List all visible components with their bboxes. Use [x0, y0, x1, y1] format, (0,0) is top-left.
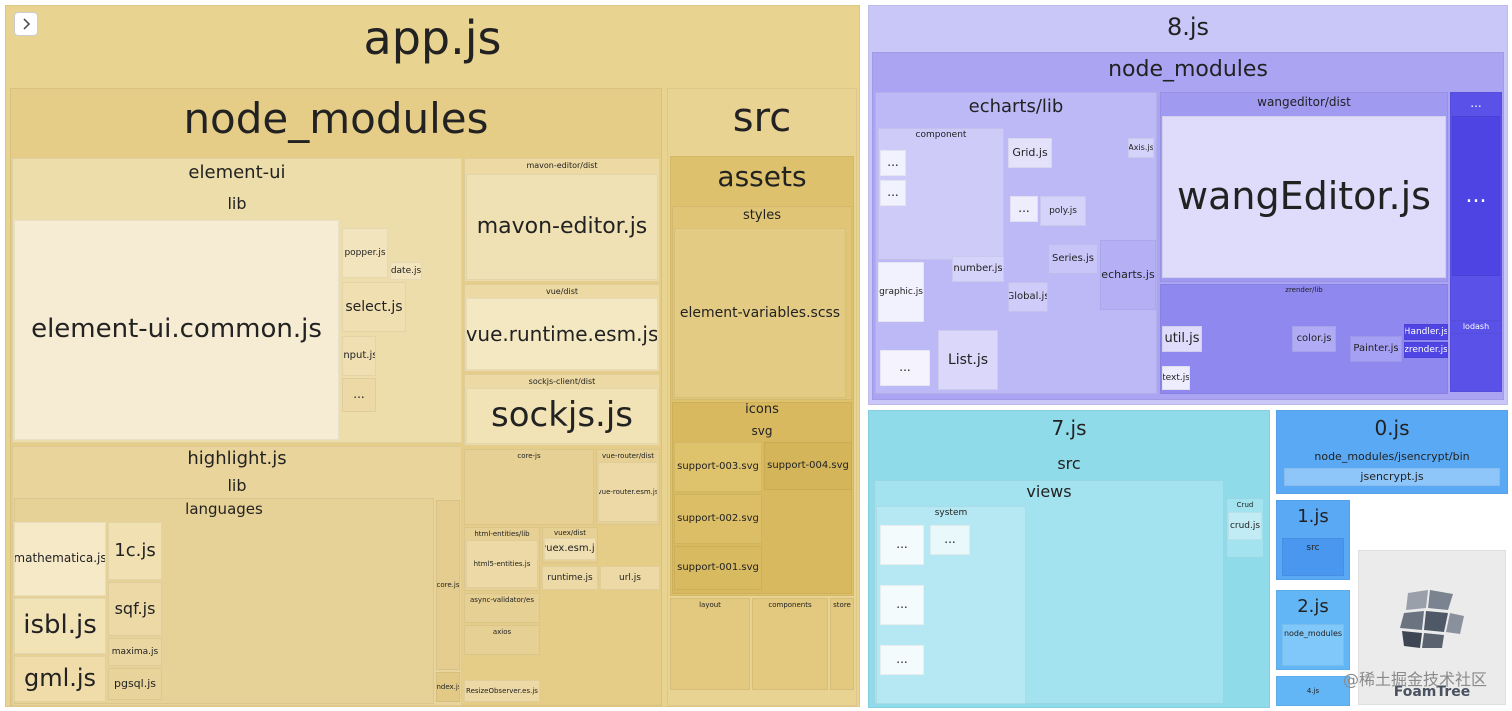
- treemap-cell[interactable]: Global.js: [1008, 282, 1048, 312]
- treemap-cell[interactable]: ...: [1452, 116, 1500, 276]
- treemap-cell[interactable]: date.js: [390, 262, 422, 280]
- treemap-cell[interactable]: axios: [464, 625, 540, 655]
- treemap-cell[interactable]: color.js: [1292, 326, 1336, 352]
- treemap-cell[interactable]: ...: [880, 150, 906, 176]
- chevron-icon: [23, 18, 31, 30]
- treemap-cell[interactable]: number.js: [952, 256, 1004, 282]
- treemap-cell[interactable]: ...: [1010, 196, 1038, 222]
- treemap-cell[interactable]: mavon-editor.js: [466, 174, 658, 280]
- treemap-cell[interactable]: sockjs.js: [466, 388, 658, 444]
- treemap-cell[interactable]: @稀土掘金技术社区: [1342, 669, 1487, 689]
- treemap-cell[interactable]: html5-entities.js: [466, 540, 538, 588]
- treemap-cell[interactable]: support-002.svg: [674, 494, 762, 544]
- treemap-cell[interactable]: List.js: [938, 330, 998, 390]
- treemap-cell[interactable]: element-ui.common.js: [14, 220, 339, 440]
- treemap-cell[interactable]: components: [752, 598, 828, 690]
- treemap-cell[interactable]: src: [1057, 453, 1081, 473]
- treemap-cell[interactable]: jsencrypt.js: [1284, 468, 1500, 486]
- treemap-cell[interactable]: vuex.esm.js: [544, 538, 596, 560]
- treemap-cell[interactable]: Handler.js: [1404, 324, 1448, 340]
- treemap-cell[interactable]: select.js: [342, 282, 406, 332]
- treemap-cell[interactable]: gml.js: [14, 656, 106, 702]
- treemap-cell[interactable]: Painter.js: [1350, 336, 1402, 362]
- treemap-cell[interactable]: isbl.js: [14, 598, 106, 654]
- treemap-cell[interactable]: runtime.js: [542, 566, 598, 590]
- treemap-cell[interactable]: element-variables.scss: [674, 228, 846, 398]
- treemap-cell[interactable]: Series.js: [1048, 244, 1098, 274]
- treemap-cell[interactable]: src: [1282, 538, 1344, 576]
- treemap-cell[interactable]: store: [830, 598, 854, 690]
- treemap-cell[interactable]: maxima.js: [108, 638, 162, 666]
- treemap-cell[interactable]: echarts.js: [1100, 240, 1156, 310]
- treemap-cell[interactable]: ...: [880, 180, 906, 206]
- treemap-cell[interactable]: vue.runtime.esm.js: [466, 298, 658, 370]
- treemap-cell[interactable]: url.js: [600, 566, 660, 590]
- treemap-cell[interactable]: text.js: [1162, 366, 1190, 390]
- treemap-cell[interactable]: ...: [880, 525, 924, 565]
- treemap-cell[interactable]: ...: [880, 645, 924, 675]
- treemap-cell[interactable]: crud.js: [1228, 512, 1262, 540]
- treemap-cell[interactable]: sqf.js: [108, 582, 162, 636]
- treemap-cell[interactable]: ...: [930, 525, 970, 555]
- treemap-cell[interactable]: poly.js: [1040, 196, 1086, 226]
- treemap-cell[interactable]: node_modules: [1282, 624, 1344, 666]
- treemap-cell[interactable]: ...: [880, 350, 930, 386]
- treemap-cell[interactable]: 4.js: [1276, 676, 1350, 706]
- treemap-cell[interactable]: wangEditor.js: [1162, 116, 1446, 278]
- treemap-cell[interactable]: input.js: [342, 336, 376, 376]
- treemap-cell[interactable]: pgsql.js: [108, 668, 162, 700]
- treemap-cell[interactable]: lib: [227, 193, 247, 213]
- treemap-cell[interactable]: index.js: [436, 672, 460, 702]
- treemap-cell[interactable]: support-001.svg: [674, 546, 762, 590]
- sidebar-toggle[interactable]: [14, 12, 38, 36]
- treemap-cell[interactable]: util.js: [1162, 326, 1202, 352]
- treemap-cell[interactable]: ...: [880, 585, 924, 625]
- treemap-cell[interactable]: svg: [751, 424, 773, 439]
- treemap-cell[interactable]: async-validator/es: [464, 593, 540, 623]
- treemap-cell[interactable]: ResizeObserver.es.js: [464, 680, 540, 702]
- treemap-cell[interactable]: graphic.js: [878, 262, 924, 322]
- treemap-cell[interactable]: lodash: [1450, 320, 1502, 334]
- treemap-cell[interactable]: lib: [227, 475, 247, 495]
- treemap-cell[interactable]: support-004.svg: [764, 442, 852, 490]
- treemap-cell[interactable]: Axis.js: [1128, 138, 1154, 158]
- treemap-cell[interactable]: core-js: [464, 449, 594, 525]
- treemap-cell[interactable]: layout: [670, 598, 750, 690]
- treemap-cell[interactable]: 1c.js: [108, 522, 162, 580]
- treemap-cell[interactable]: core.js: [436, 500, 460, 670]
- treemap-cell[interactable]: node_modules/jsencrypt/bin: [1314, 449, 1470, 463]
- treemap-cell[interactable]: mathematica.js: [14, 522, 106, 596]
- foamtree-logo: [1400, 590, 1464, 648]
- treemap-cell[interactable]: ...: [342, 378, 376, 412]
- treemap-cell[interactable]: popper.js: [342, 228, 388, 278]
- treemap-cell[interactable]: support-003.svg: [674, 442, 762, 492]
- treemap-cell[interactable]: Grid.js: [1008, 138, 1052, 168]
- treemap-cell[interactable]: zrender.js: [1404, 342, 1448, 358]
- treemap-cell[interactable]: vue-router.esm.js: [598, 462, 658, 522]
